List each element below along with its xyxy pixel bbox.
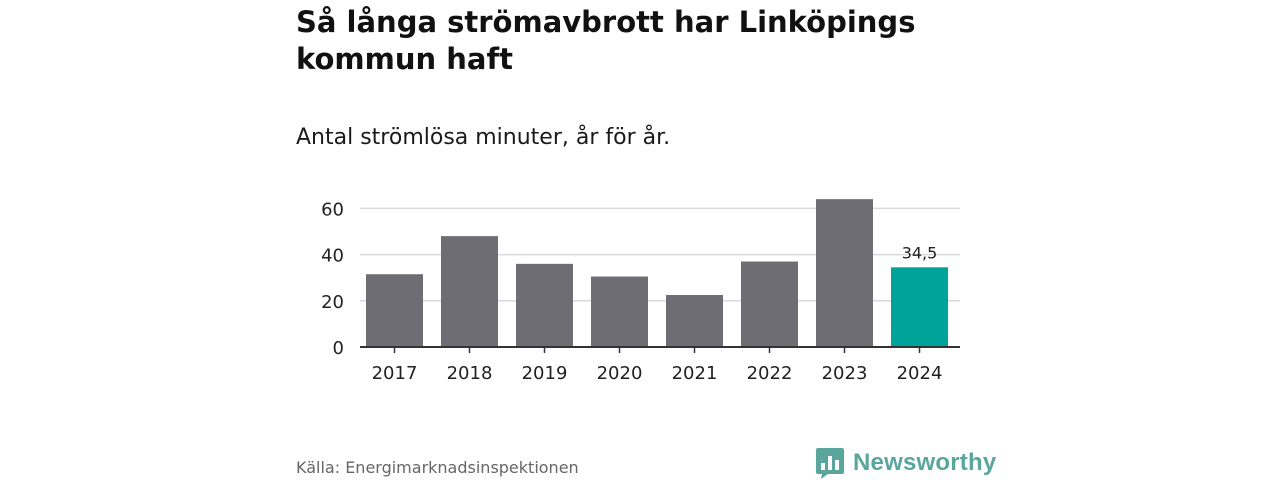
chart-subtitle: Antal strömlösa minuter, år för år. (296, 125, 671, 150)
x-tick-label: 2022 (747, 363, 793, 384)
data-label: 34,5 (902, 243, 938, 262)
bar-2024 (891, 267, 948, 347)
bar-2018 (441, 236, 498, 347)
x-tick-label: 2024 (897, 363, 943, 384)
brand-name: Newsworthy (853, 449, 997, 476)
chart-title: Så långa strömavbrott har Linköpings kom… (296, 5, 916, 76)
bar-2017 (366, 274, 423, 347)
y-tick-label: 0 (333, 338, 344, 359)
x-tick-label: 2023 (822, 363, 868, 384)
bar-2021 (666, 295, 723, 347)
x-tick-label: 2021 (672, 363, 718, 384)
brand-logo: Newsworthy (815, 446, 996, 480)
y-tick-label: 60 (321, 199, 344, 220)
y-tick-label: 20 (321, 292, 344, 313)
x-tick-label: 2019 (522, 363, 568, 384)
source-note: Källa: Energimarknadsinspektionen (296, 458, 579, 477)
x-tick-label: 2020 (597, 363, 643, 384)
bar-2019 (516, 263, 573, 347)
y-tick-label: 40 (321, 246, 344, 267)
bar-chart-speech-bubble-icon (816, 448, 844, 479)
x-tick-label: 2018 (447, 363, 493, 384)
bar-2023 (816, 199, 873, 347)
bar-2022 (741, 261, 798, 347)
bar-2020 (591, 276, 648, 347)
x-tick-label: 2017 (372, 363, 418, 384)
